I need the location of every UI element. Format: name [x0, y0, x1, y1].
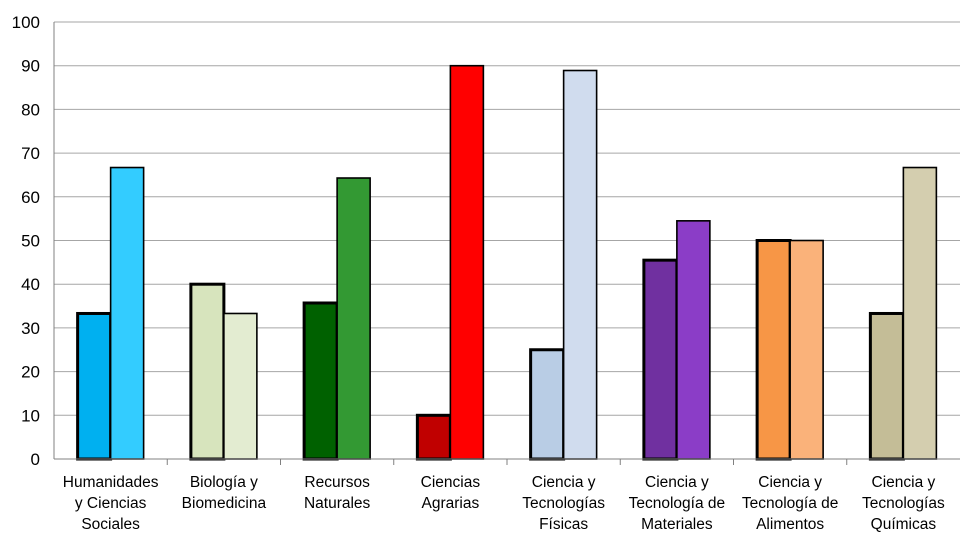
x-category-label: Ciencia y [532, 474, 596, 491]
x-category-label: Ciencia y [645, 474, 709, 491]
bars [76, 64, 938, 461]
y-tick-label: 0 [31, 450, 40, 469]
x-category-label: Tecnologías [862, 495, 945, 512]
x-category-label: Físicas [539, 516, 588, 533]
bar-series1 [415, 413, 452, 461]
x-category-label: Ciencias [421, 474, 481, 491]
bar-series1 [302, 301, 339, 461]
y-tick-label: 100 [12, 13, 40, 32]
y-tick-label: 20 [21, 363, 40, 382]
y-tick-label: 30 [21, 319, 40, 338]
bar-series2 [109, 166, 145, 460]
y-axis-tick-labels: 0 10 20 30 40 50 60 70 80 90 100 [12, 13, 40, 469]
y-tick-label: 90 [21, 57, 40, 76]
x-category-label: Ciencia y [758, 474, 822, 491]
y-tick-label: 10 [21, 406, 40, 425]
x-category-label: Biomedicina [182, 495, 267, 512]
x-category-label: Naturales [304, 495, 371, 512]
y-tick-label: 80 [21, 100, 40, 119]
bar-series2 [562, 69, 598, 460]
x-category-label: Químicas [871, 516, 937, 533]
x-category-label: Agrarias [422, 495, 480, 512]
x-category-label: y Ciencias [75, 495, 147, 512]
bar-series1 [76, 311, 113, 461]
y-tick-label: 40 [21, 275, 40, 294]
x-category-label: Ciencia y [872, 474, 936, 491]
bar-series2 [789, 239, 824, 460]
x-category-label: Materiales [641, 516, 713, 533]
bar-series2 [336, 177, 371, 460]
bar-series1 [189, 282, 226, 461]
bar-series1 [868, 311, 905, 461]
x-category-label: Tecnología de [629, 495, 726, 512]
bar-series2 [902, 166, 938, 460]
y-tick-label: 60 [21, 188, 40, 207]
y-tick-label: 50 [21, 232, 40, 251]
x-axis-category-labels: Humanidades y Ciencias Sociales Biología y B… [63, 474, 945, 533]
bar-series2 [223, 312, 258, 460]
bar-series2 [449, 64, 485, 460]
x-category-label: Recursos [304, 474, 370, 491]
x-category-label: Tecnología de [742, 495, 839, 512]
x-category-label: Tecnologías [522, 495, 605, 512]
axes [53, 22, 960, 465]
bar-series1 [755, 239, 792, 461]
bar-series2 [676, 220, 711, 460]
x-category-label: Biología y [190, 474, 258, 491]
bar-series1 [529, 348, 566, 461]
x-category-label: Humanidades [63, 474, 159, 491]
x-category-label: Alimentos [756, 516, 824, 533]
x-category-label: Sociales [81, 516, 140, 533]
bar-series1 [642, 258, 679, 461]
y-tick-label: 70 [21, 144, 40, 163]
